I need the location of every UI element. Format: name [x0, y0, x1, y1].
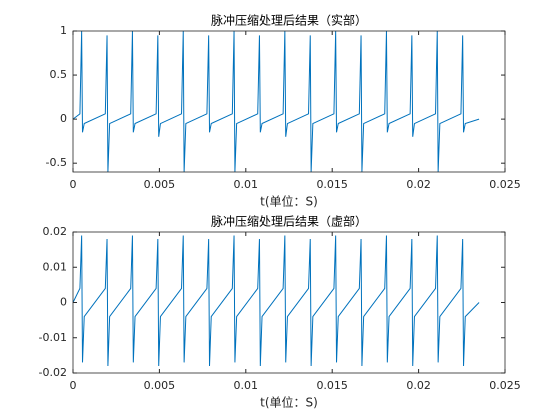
x-tick-label: 0.015	[316, 379, 348, 392]
y-tick-label: 0.5	[50, 68, 68, 81]
x-tick-label: 0.02	[406, 379, 431, 392]
chart-title: 脉冲压缩处理后结果（虚部）	[211, 214, 367, 229]
y-tick-label: -0.01	[39, 331, 67, 344]
x-axis-label: t(单位：S)	[260, 395, 318, 410]
x-axis-label: t(单位：S)	[260, 194, 318, 209]
x-tick-label: 0.01	[234, 379, 259, 392]
x-tick-label: 0	[70, 178, 77, 191]
x-tick-label: 0.005	[144, 178, 176, 191]
axes-background	[73, 232, 505, 373]
y-tick-label: -0.02	[39, 366, 67, 379]
x-tick-label: 0	[70, 379, 77, 392]
y-tick-label: 0.01	[43, 260, 68, 273]
y-tick-label: 0	[60, 112, 67, 125]
x-tick-label: 0.015	[316, 178, 348, 191]
x-tick-label: 0.025	[489, 379, 521, 392]
y-tick-label: 1	[60, 24, 67, 37]
x-tick-label: 0.005	[144, 379, 176, 392]
data-line	[72, 30, 480, 173]
y-tick-label: -0.5	[46, 156, 67, 169]
axes-background	[73, 31, 505, 172]
x-tick-label: 0.01	[234, 178, 259, 191]
x-tick-label: 0.02	[406, 178, 431, 191]
data-line	[72, 235, 480, 366]
y-tick-label: 0	[60, 296, 67, 309]
chart-title: 脉冲压缩处理后结果（实部）	[211, 13, 367, 28]
x-tick-label: 0.025	[489, 178, 521, 191]
axes-box	[72, 30, 506, 173]
y-tick-label: 0.02	[43, 225, 68, 238]
